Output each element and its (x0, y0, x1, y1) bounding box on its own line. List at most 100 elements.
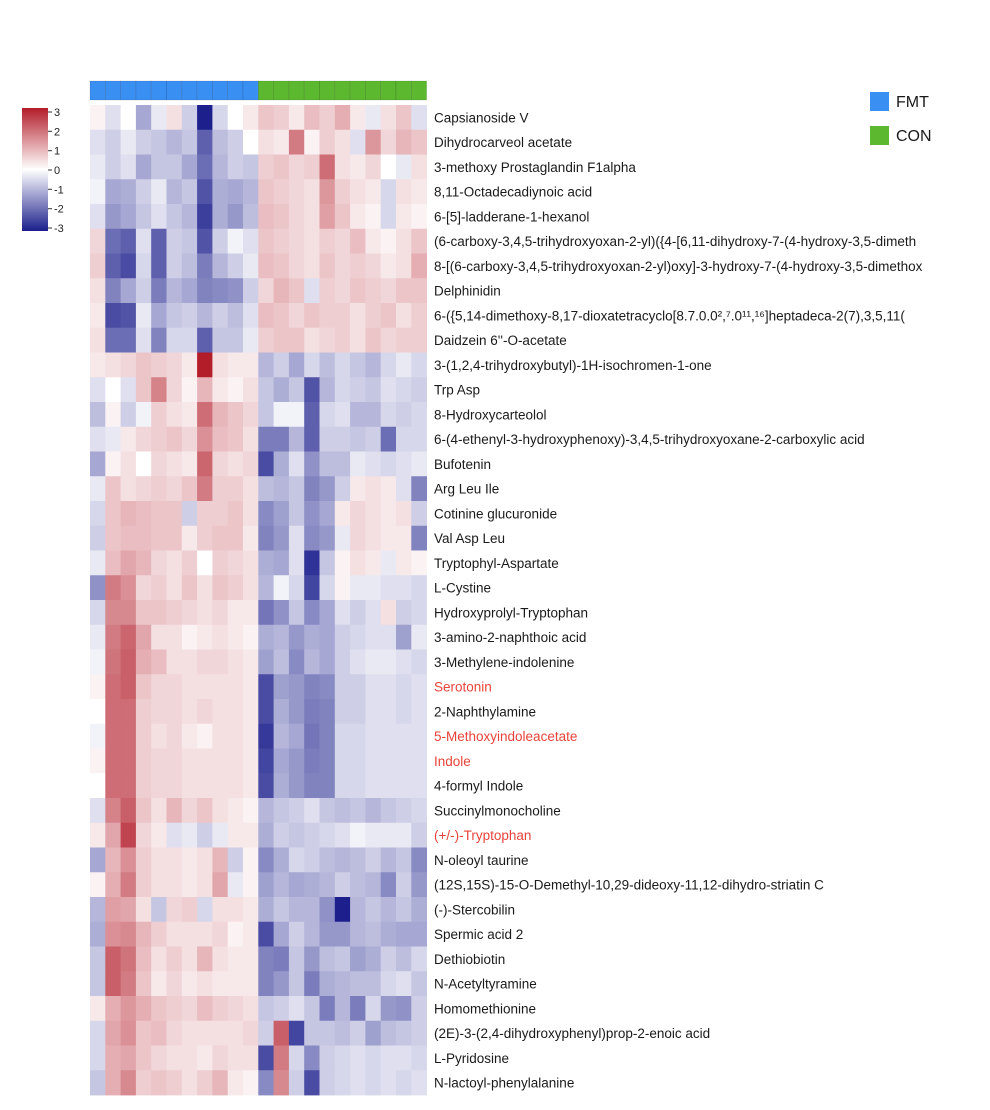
heatmap-cell (212, 649, 229, 675)
heatmap-cell (396, 723, 412, 749)
heatmap-cell (90, 699, 106, 725)
heatmap-cell (288, 426, 305, 452)
heatmap-cell (273, 971, 290, 997)
heatmap-cell (319, 897, 336, 923)
heatmap-cell (151, 426, 167, 452)
heatmap-cell (105, 550, 121, 576)
heatmap-cell (243, 278, 259, 304)
heatmap-cell (273, 1045, 290, 1071)
heatmap-cell (396, 352, 412, 378)
group-cell-con (273, 80, 290, 101)
heatmap-cell (105, 1070, 121, 1096)
heatmap-cell (90, 501, 106, 527)
heatmap-cell (135, 501, 152, 527)
heatmap-cell (151, 600, 167, 626)
heatmap-cell (350, 723, 366, 749)
heatmap-cell (227, 179, 244, 205)
heatmap-cell (411, 600, 427, 626)
heatmap-cell (243, 575, 259, 601)
heatmap-cell (243, 1070, 259, 1096)
heatmap-cell (365, 179, 382, 205)
heatmap-cell (181, 748, 198, 774)
row-label: 3-Methylene-indolenine (434, 655, 574, 670)
heatmap-cell (304, 1020, 320, 1046)
heatmap-cell (258, 847, 274, 873)
heatmap-cell (181, 575, 198, 601)
heatmap-cell (273, 748, 290, 774)
heatmap-cell (288, 1070, 305, 1096)
heatmap-cell (212, 278, 229, 304)
color-scale-tick-label: -1 (54, 184, 64, 196)
heatmap-cell (411, 946, 427, 972)
heatmap-cell (227, 872, 244, 898)
heatmap-cell (105, 872, 121, 898)
heatmap-cell (304, 451, 320, 477)
row-label: 4-formyl Indole (434, 779, 523, 794)
heatmap-cell (227, 897, 244, 923)
heatmap-cell (151, 1020, 167, 1046)
heatmap-cell (120, 723, 137, 749)
heatmap-cell (396, 129, 412, 155)
heatmap-cell (273, 501, 290, 527)
row-label: Hydroxyprolyl-Tryptophan (434, 605, 588, 620)
heatmap-cell (334, 377, 351, 403)
heatmap-cell (105, 402, 121, 428)
heatmap-cell (304, 624, 320, 650)
heatmap-cell (135, 1020, 152, 1046)
heatmap-cell (350, 278, 366, 304)
heatmap-cell (288, 352, 305, 378)
color-scale-tick-label: -3 (54, 223, 64, 235)
group-cell-fmt (242, 80, 259, 101)
heatmap-cell (243, 550, 259, 576)
heatmap-cell (120, 1070, 137, 1096)
heatmap-cell (181, 872, 198, 898)
heatmap-cell (151, 996, 167, 1022)
heatmap-cell (212, 253, 229, 279)
heatmap-cell (304, 649, 320, 675)
heatmap-cell (396, 748, 412, 774)
heatmap-cell (166, 872, 183, 898)
group-cell-con (380, 80, 397, 101)
heatmap-cell (380, 476, 397, 502)
heatmap-cell (120, 872, 137, 898)
heatmap-cell (212, 402, 229, 428)
heatmap-cell (288, 674, 305, 700)
heatmap-cell (365, 748, 382, 774)
heatmap-cell (151, 624, 167, 650)
heatmap-cell (135, 575, 152, 601)
heatmap-cell (135, 723, 152, 749)
heatmap-cell (197, 946, 213, 972)
heatmap-cell (212, 154, 229, 180)
heatmap-cell (90, 773, 106, 799)
heatmap-cell (319, 253, 336, 279)
heatmap-cell (319, 1020, 336, 1046)
heatmap-cell (90, 872, 106, 898)
heatmap-cell (365, 649, 382, 675)
heatmap-cell (350, 501, 366, 527)
heatmap-cell (411, 1020, 427, 1046)
heatmap-cell (212, 921, 229, 947)
heatmap-cell (243, 1020, 259, 1046)
heatmap-cell (181, 129, 198, 155)
heatmap-cell (243, 699, 259, 725)
heatmap-cell (243, 352, 259, 378)
heatmap-cell (319, 476, 336, 502)
heatmap-cell (288, 303, 305, 329)
heatmap-cell (135, 204, 152, 230)
heatmap-cell (365, 426, 382, 452)
heatmap-cell (258, 748, 274, 774)
heatmap-cell (380, 723, 397, 749)
heatmap-cell (258, 476, 274, 502)
heatmap-cell (365, 1070, 382, 1096)
heatmap-cell (350, 674, 366, 700)
heatmap-cells (90, 105, 427, 1096)
heatmap-cell (411, 897, 427, 923)
row-label: 8-[(6-carboxy-3,4,5-trihydroxyoxan-2-yl)… (434, 259, 923, 274)
heatmap-cell (90, 1020, 106, 1046)
heatmap-cell (181, 501, 198, 527)
heatmap-cell (288, 1045, 305, 1071)
heatmap-cell (151, 699, 167, 725)
heatmap-cell (273, 179, 290, 205)
heatmap-cell (365, 971, 382, 997)
heatmap-cell (396, 377, 412, 403)
